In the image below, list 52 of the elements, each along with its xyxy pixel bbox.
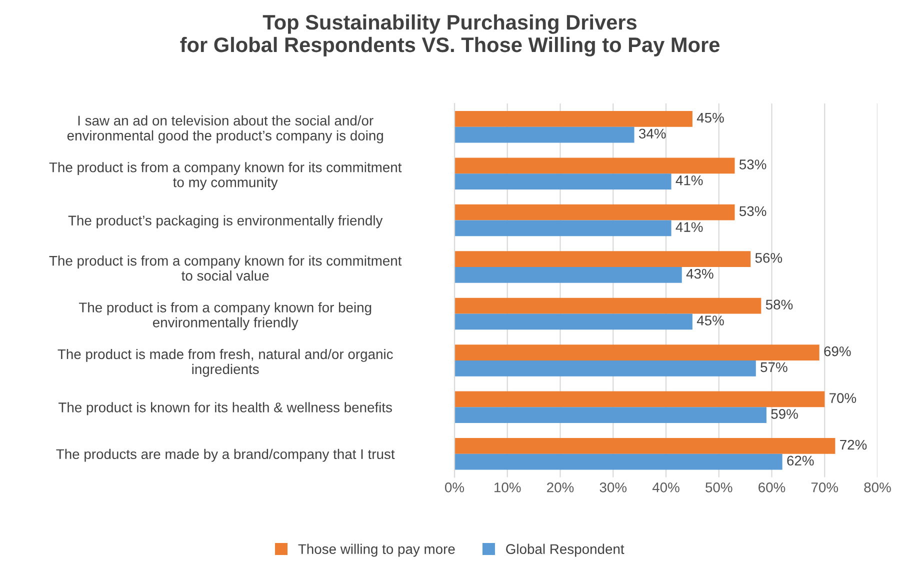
data-label: 69% <box>824 346 851 356</box>
data-label: 59% <box>771 409 798 419</box>
bar <box>454 314 692 330</box>
data-label: 70% <box>830 393 856 403</box>
data-label: 43% <box>686 268 714 279</box>
bar <box>454 360 756 376</box>
bar <box>454 407 766 424</box>
x-tick-label: 40% <box>652 482 680 492</box>
x-tick-label: 30% <box>600 482 627 492</box>
y-tick-label: The product is from a company known for being environmentally friendly <box>78 302 372 330</box>
data-label: 72% <box>840 440 867 450</box>
y-tick-label: I saw an ad on television about the social and/or environmental good the product’s company is doing <box>67 115 383 144</box>
bar <box>454 158 735 174</box>
bar <box>454 298 762 314</box>
data-label: 41% <box>676 175 703 186</box>
y-tick-label: The product is from a company known for its commitment to my community <box>49 162 402 190</box>
bar <box>454 126 634 143</box>
bar <box>454 204 735 220</box>
y-tick-label: The product’s packaging is environmentally friendly <box>68 215 383 228</box>
y-tick-label: The product is made from fresh, natural and/or organic ingredients <box>58 348 393 377</box>
bar <box>454 344 820 360</box>
legend-label: Global Respondent <box>506 544 624 557</box>
bar <box>454 251 751 268</box>
data-label: 57% <box>760 362 788 372</box>
bar <box>454 174 672 190</box>
x-tick-label: 50% <box>706 482 732 492</box>
data-label: 53% <box>739 206 766 216</box>
data-label: 62% <box>787 456 814 466</box>
bar <box>454 438 836 454</box>
y-tick-label: The product is from a company known for its commitment to social value <box>49 256 402 281</box>
data-label: 34% <box>638 128 666 139</box>
x-tick-label: 60% <box>758 482 786 492</box>
bar <box>454 391 825 408</box>
y-tick-label: The product is known for its health & wellness benefits <box>58 402 392 416</box>
x-tick-label: 0% <box>445 482 464 492</box>
x-tick-label: 70% <box>811 482 838 492</box>
legend-label: Those willing to pay more <box>298 544 455 557</box>
x-tick-label: 20% <box>547 482 574 492</box>
bar <box>454 267 682 283</box>
data-label: 45% <box>696 112 724 123</box>
data-label: 53% <box>739 160 766 170</box>
data-label: 56% <box>755 252 782 263</box>
data-label: 41% <box>676 222 703 232</box>
x-tick-label: 80% <box>864 482 891 492</box>
x-tick-label: 10% <box>494 482 521 492</box>
chart-title: Top Sustainability Purchasing Drivers for Global Respondents VS. Those Willing to Pay More <box>180 14 720 56</box>
data-label: 58% <box>766 300 793 310</box>
y-tick-label: The products are made by a brand/company that I trust <box>56 448 395 462</box>
bar <box>454 220 672 236</box>
data-label: 45% <box>696 316 724 326</box>
bar <box>454 110 692 127</box>
bar <box>454 454 782 470</box>
